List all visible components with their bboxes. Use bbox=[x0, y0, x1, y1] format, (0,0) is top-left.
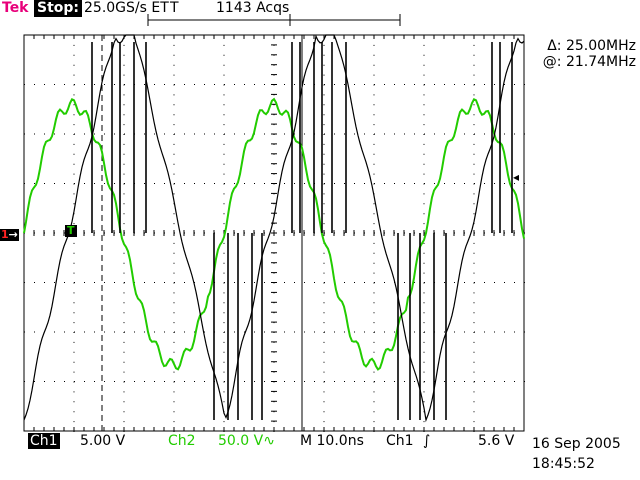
trigger-level: 5.6 V bbox=[478, 433, 515, 449]
header-bar: Tek Stop: 25.0GS/s ET 1143 Acqs T bbox=[0, 0, 640, 18]
ch1-scale: 5.00 V bbox=[80, 433, 126, 449]
trigger-slope-icon: ∫ bbox=[423, 433, 431, 449]
ch1-glitch-spikes bbox=[91, 42, 513, 420]
acquisition-count: 1143 Acqs bbox=[216, 0, 290, 16]
timebase: M 10.0ns bbox=[300, 433, 364, 449]
trigger-position-marker: T bbox=[170, 0, 179, 16]
date-label: 16 Sep 2005 bbox=[532, 436, 621, 452]
cursor-lines bbox=[101, 35, 303, 431]
ch1-label[interactable]: Ch1 bbox=[28, 433, 60, 449]
ch2-waveform bbox=[23, 97, 525, 371]
trigger-source: Ch1 bbox=[386, 433, 414, 449]
ch1-ground-marker[interactable]: 1→ bbox=[0, 228, 19, 241]
sample-rate: 25.0GS/s ET bbox=[84, 0, 169, 16]
brand-label: Tek bbox=[2, 0, 29, 16]
ch2-label[interactable]: Ch2 bbox=[168, 433, 196, 449]
ch2-scale: 50.0 V∿ bbox=[218, 433, 275, 449]
trigger-marker[interactable]: T bbox=[65, 224, 77, 237]
run-state-badge[interactable]: Stop: bbox=[34, 0, 83, 17]
ch1-waveform bbox=[23, 34, 525, 423]
cursor-delta-readout: Δ: 25.00MHz bbox=[547, 38, 636, 54]
cursor-position-readout: @: 21.74MHz bbox=[542, 54, 636, 70]
trigger-level-arrow[interactable]: ◂ bbox=[513, 170, 520, 184]
record-window-indicator bbox=[147, 14, 401, 26]
time-label: 18:45:52 bbox=[532, 456, 595, 472]
